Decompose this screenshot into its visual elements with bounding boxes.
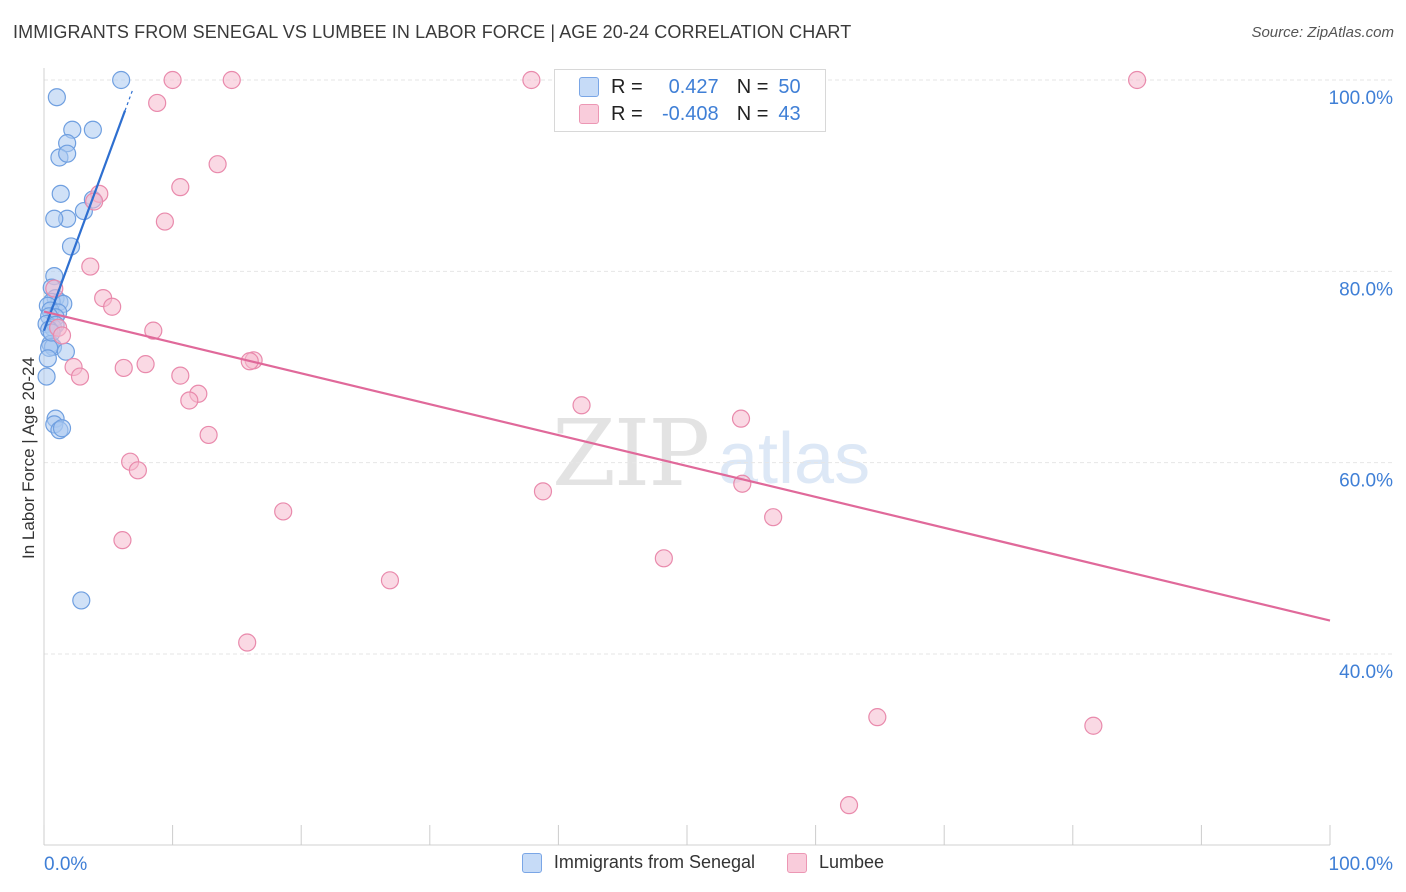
senegal-trend-extension xyxy=(124,89,134,111)
data-points xyxy=(37,70,1147,815)
senegal-swatch xyxy=(579,77,599,97)
axes xyxy=(43,68,1331,846)
lumbee-point xyxy=(238,633,257,652)
lumbee-point xyxy=(81,257,100,276)
lumbee-point xyxy=(654,549,673,568)
n-value: 43 xyxy=(778,102,801,125)
y-tick-label: 40.0% xyxy=(1339,662,1393,683)
lumbee-point xyxy=(208,155,227,174)
x-tick-label: 100.0% xyxy=(1329,854,1394,875)
lumbee-point xyxy=(52,326,72,345)
n-value: 50 xyxy=(778,75,801,98)
senegal-point xyxy=(47,88,66,107)
lumbee-point xyxy=(171,366,190,385)
lumbee-point xyxy=(1127,70,1147,90)
senegal-point xyxy=(38,349,57,368)
y-tick-label: 60.0% xyxy=(1339,471,1393,492)
lumbee-point xyxy=(199,425,218,445)
senegal-legend-label: Immigrants from Senegal xyxy=(553,852,755,872)
series-legend: Immigrants from Senegal Lumbee xyxy=(0,852,1406,873)
lumbee-point xyxy=(572,396,591,415)
lumbee-point xyxy=(533,482,553,501)
senegal-point xyxy=(37,367,56,386)
r-value: -0.408 xyxy=(661,102,719,125)
lumbee-point xyxy=(113,531,132,550)
trend-lines xyxy=(42,89,1331,622)
lumbee-point xyxy=(114,358,133,378)
lumbee-point xyxy=(171,178,190,197)
senegal-point xyxy=(56,342,75,361)
source-credit: Source: ZipAtlas.com xyxy=(1251,24,1394,41)
lumbee-point xyxy=(839,796,859,815)
r-label: R = xyxy=(611,75,643,98)
lumbee-point xyxy=(764,508,783,527)
x-tick-label: 0.0% xyxy=(44,854,87,875)
lumbee-point xyxy=(128,461,147,480)
senegal-trend-line xyxy=(42,110,127,332)
n-label: N = xyxy=(736,75,769,98)
senegal-point xyxy=(51,184,70,203)
senegal-legend-swatch xyxy=(521,852,542,873)
lumbee-point xyxy=(731,409,751,428)
n-label: N = xyxy=(736,102,769,125)
r-label: R = xyxy=(611,102,643,125)
lumbee-point xyxy=(222,70,241,90)
senegal-point xyxy=(58,144,77,163)
legend-row-senegal: R = 0.427 N = 50 xyxy=(579,75,801,99)
legend-item-senegal[interactable]: Immigrants from Senegal xyxy=(521,852,755,873)
lumbee-point xyxy=(163,70,182,90)
lumbee-trend-line xyxy=(43,310,1331,622)
lumbee-point xyxy=(155,212,174,231)
lumbee-point xyxy=(70,367,90,386)
lumbee-point xyxy=(274,502,293,521)
lumbee-point xyxy=(103,297,122,316)
lumbee-point xyxy=(1084,716,1103,735)
chart-title: IMMIGRANTS FROM SENEGAL VS LUMBEE IN LAB… xyxy=(13,22,852,42)
lumbee-point xyxy=(180,391,199,410)
senegal-point xyxy=(52,419,72,438)
lumbee-legend-label: Lumbee xyxy=(819,852,885,872)
senegal-point xyxy=(112,70,131,90)
senegal-point xyxy=(45,209,64,228)
lumbee-point xyxy=(868,708,887,727)
r-value: 0.427 xyxy=(668,75,719,98)
lumbee-point xyxy=(136,355,155,374)
lumbee-point xyxy=(522,70,541,90)
y-tick-label: 80.0% xyxy=(1339,279,1393,300)
y-axis-label: In Labor Force | Age 20-24 xyxy=(19,357,38,559)
senegal-point xyxy=(83,120,102,139)
senegal-point xyxy=(72,591,91,610)
lumbee-swatch xyxy=(579,104,599,124)
legend-item-lumbee[interactable]: Lumbee xyxy=(787,852,884,873)
tick-labels: 40.0% 60.0% 80.0% 100.0% 0.0% 100.0% xyxy=(44,88,1393,875)
lumbee-point xyxy=(144,321,163,340)
correlation-legend: R = 0.427 N = 50 R = -0.408 N = 43 xyxy=(554,69,826,132)
y-tick-label: 100.0% xyxy=(1329,88,1394,109)
lumbee-legend-swatch xyxy=(787,852,807,873)
lumbee-point xyxy=(148,93,167,113)
legend-row-lumbee: R = -0.408 N = 43 xyxy=(579,102,801,126)
lumbee-point xyxy=(380,571,400,590)
